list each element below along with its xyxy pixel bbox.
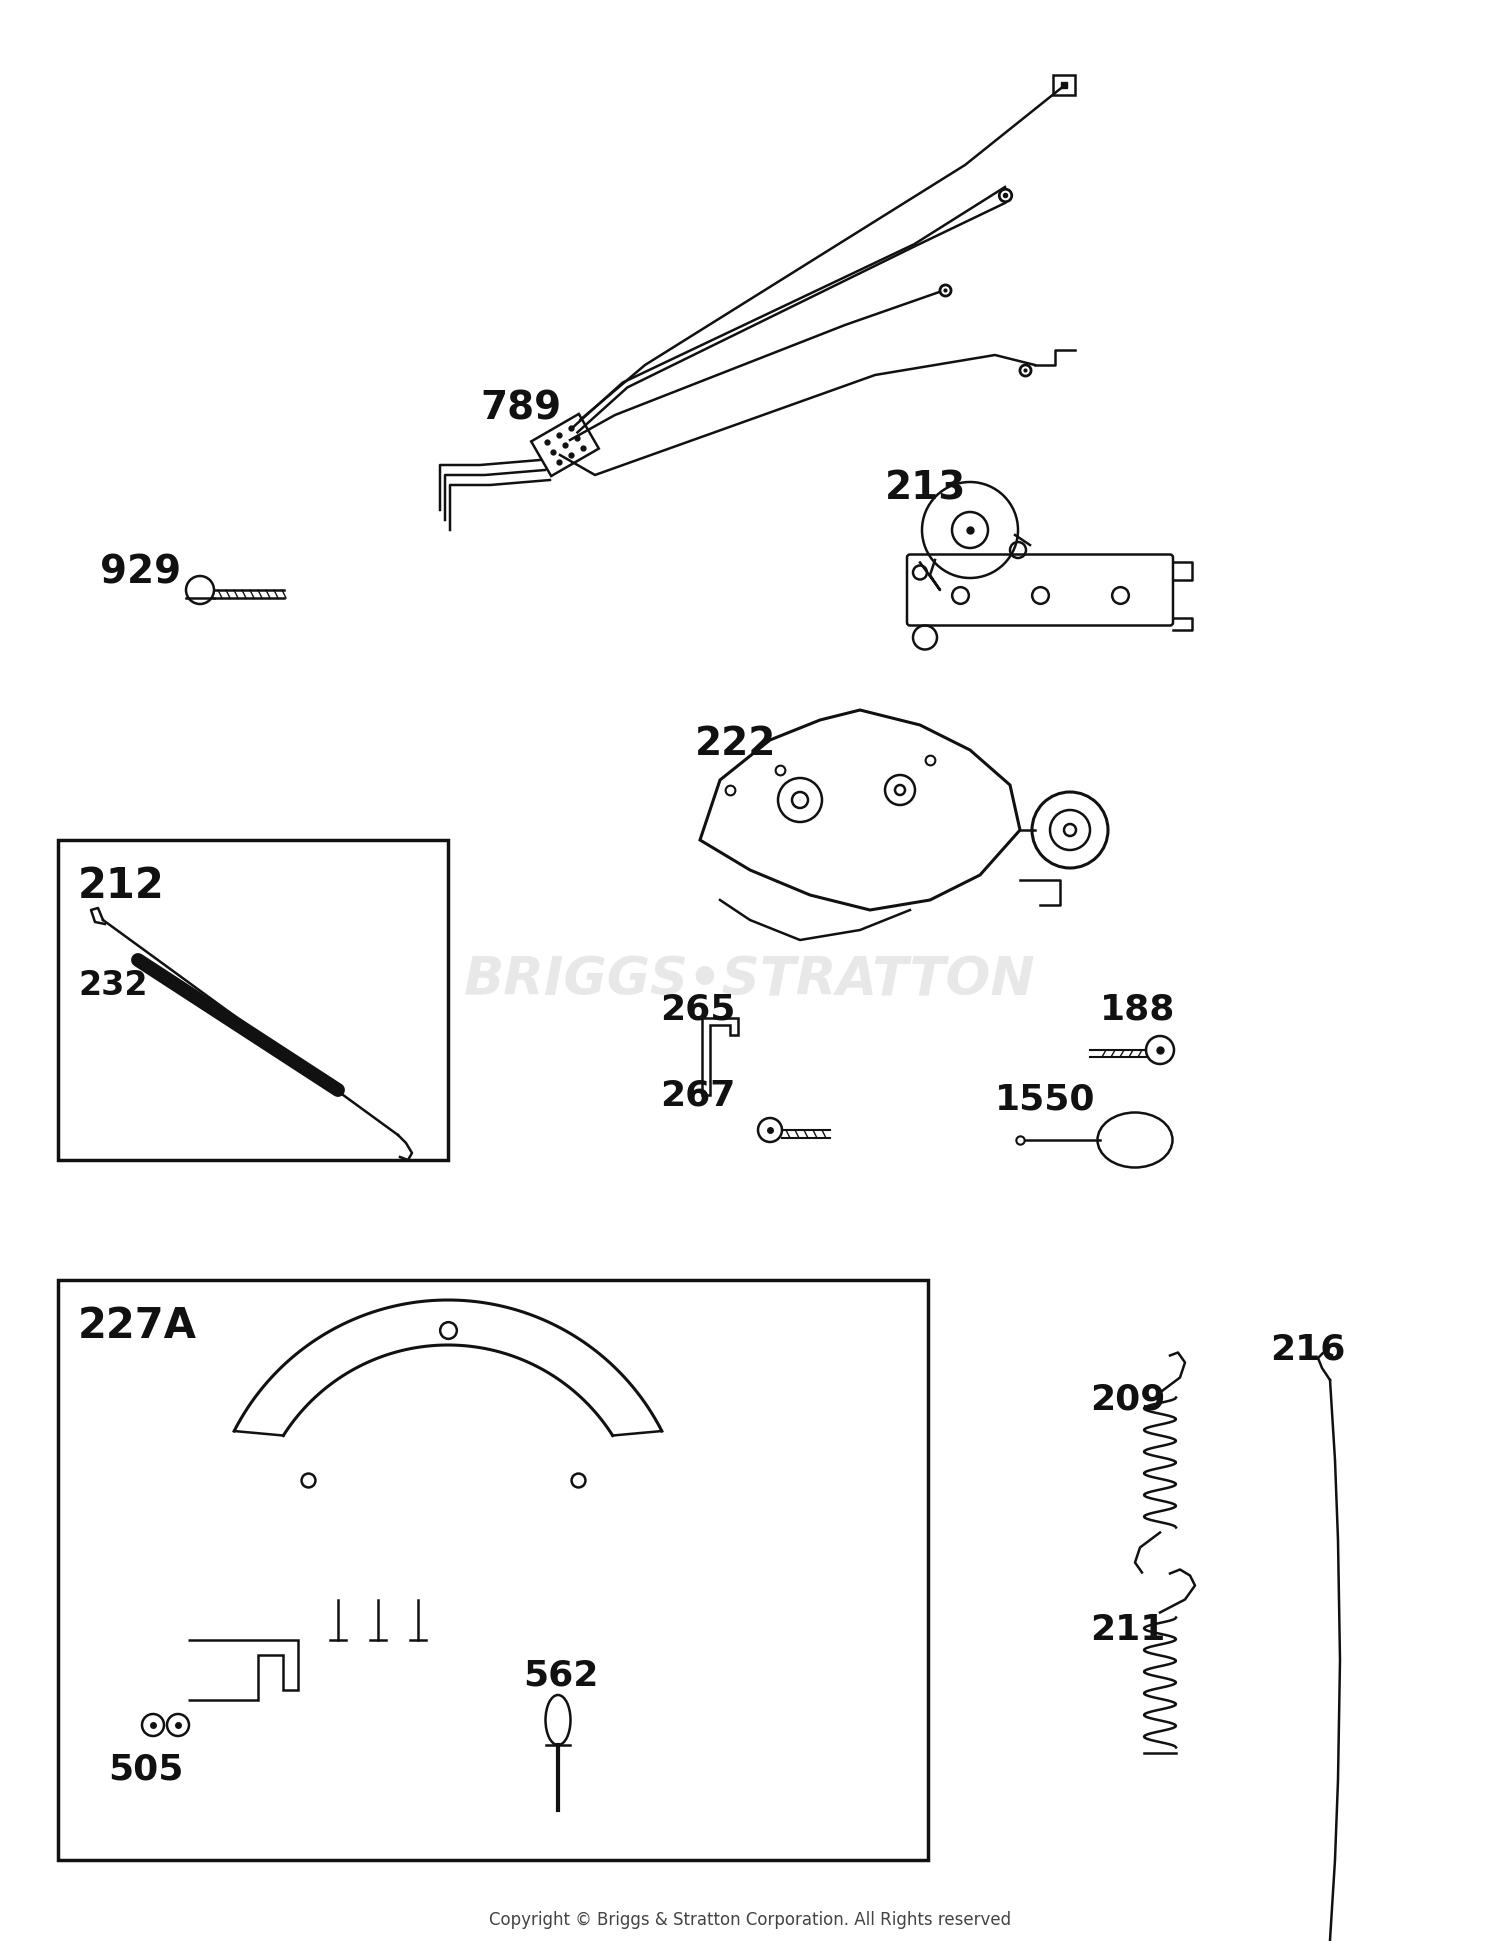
Text: 222: 222 bbox=[694, 726, 777, 763]
Text: 209: 209 bbox=[1090, 1384, 1166, 1417]
Text: 211: 211 bbox=[1090, 1613, 1166, 1648]
Text: 789: 789 bbox=[480, 390, 561, 429]
Text: 188: 188 bbox=[1100, 994, 1176, 1027]
Text: BRIGGS•STRATTON: BRIGGS•STRATTON bbox=[465, 953, 1035, 1005]
Text: 265: 265 bbox=[660, 994, 735, 1027]
Text: 216: 216 bbox=[1270, 1333, 1346, 1366]
Text: 505: 505 bbox=[108, 1753, 183, 1788]
Text: 212: 212 bbox=[78, 866, 165, 906]
Text: Copyright © Briggs & Stratton Corporation. All Rights reserved: Copyright © Briggs & Stratton Corporatio… bbox=[489, 1912, 1011, 1929]
Text: 232: 232 bbox=[78, 969, 147, 1002]
Text: 227A: 227A bbox=[78, 1304, 197, 1347]
Text: 213: 213 bbox=[885, 470, 966, 509]
Text: 1550: 1550 bbox=[994, 1083, 1095, 1116]
Text: 929: 929 bbox=[100, 553, 182, 590]
Text: 267: 267 bbox=[660, 1077, 735, 1112]
Text: 562: 562 bbox=[524, 1658, 599, 1693]
